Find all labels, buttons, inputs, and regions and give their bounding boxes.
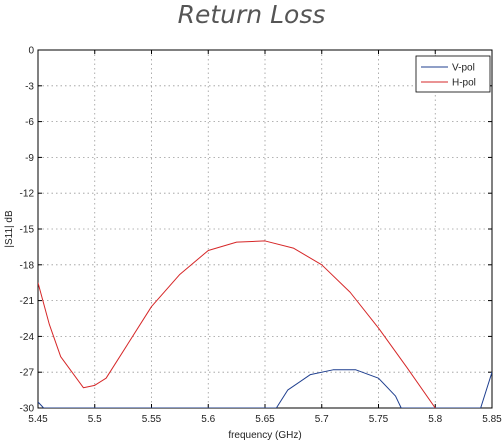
legend-box xyxy=(415,55,491,93)
y-tick-label: 0 xyxy=(28,46,34,57)
y-tick-label: -15 xyxy=(20,225,35,236)
x-tick-label: 5.8 xyxy=(428,414,442,425)
y-axis-label: |S11| dB xyxy=(4,210,15,248)
legend-label: H-pol xyxy=(452,78,476,89)
chart-title: Return Loss xyxy=(177,0,326,29)
x-axis-label: frequency (GHz) xyxy=(228,430,301,441)
series-layer xyxy=(38,240,492,408)
y-tick-label: -21 xyxy=(20,296,35,307)
y-tick-label: -30 xyxy=(20,404,35,415)
y-tick-label: -6 xyxy=(25,117,34,128)
x-tick-label: 5.7 xyxy=(315,414,329,425)
grid-layer xyxy=(38,50,492,408)
legend: V-pol H-pol xyxy=(415,55,491,93)
series-line-v-pol xyxy=(38,369,492,408)
tick-layer: 5.45 5.5 5.55 5.6 5.65 5.7 5.75 5.8 5.85 0 -3 -6 -9 -… xyxy=(20,46,503,426)
x-tick-label: 5.55 xyxy=(142,414,162,425)
x-tick-label: 5.45 xyxy=(28,414,48,425)
y-tick-label: -12 xyxy=(20,189,35,200)
y-tick-label: -27 xyxy=(20,368,35,379)
y-tick-label: -9 xyxy=(25,153,34,164)
y-tick-label: -18 xyxy=(20,260,35,271)
legend-label: V-pol xyxy=(452,63,475,74)
x-tick-label: 5.85 xyxy=(482,414,502,425)
x-tick-label: 5.6 xyxy=(201,414,215,425)
y-tick-label: -24 xyxy=(20,332,35,343)
x-tick-label: 5.5 xyxy=(88,414,102,425)
series-line-h-pol xyxy=(38,240,436,408)
x-tick-label: 5.75 xyxy=(369,414,389,425)
x-tick-label: 5.65 xyxy=(255,414,275,425)
y-tick-label: -3 xyxy=(25,81,34,92)
